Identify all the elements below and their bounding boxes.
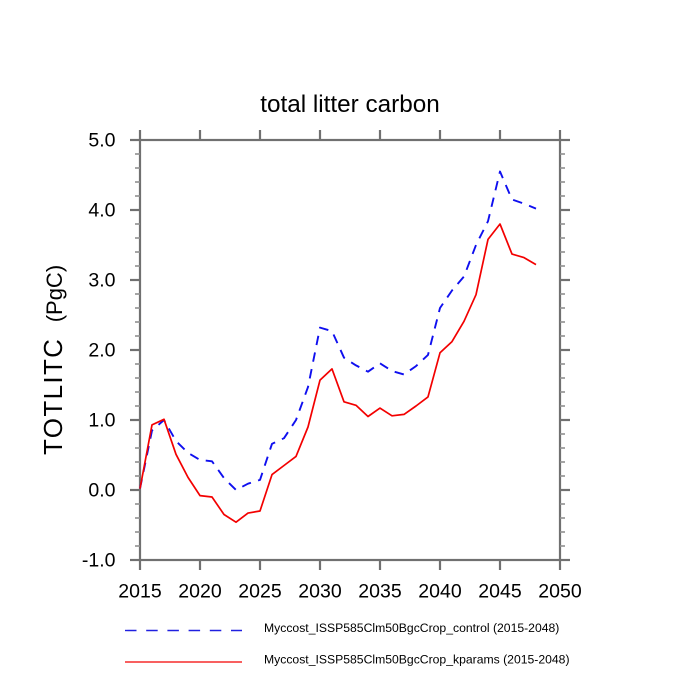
svg-text:3.0: 3.0 [88, 270, 115, 292]
svg-text:0.0: 0.0 [88, 480, 115, 502]
svg-text:4.0: 4.0 [88, 200, 115, 222]
svg-text:2015: 2015 [118, 581, 162, 603]
svg-text:1.0: 1.0 [88, 410, 115, 432]
svg-text:2035: 2035 [358, 581, 402, 603]
svg-text:2050: 2050 [538, 581, 582, 603]
svg-text:TOTLITC: TOTLITC [38, 338, 68, 455]
svg-text:Myccost_ISSP585Clm50BgcCrop_kp: Myccost_ISSP585Clm50BgcCrop_kparams (201… [264, 653, 570, 667]
svg-text:(PgC): (PgC) [42, 265, 67, 322]
svg-text:2045: 2045 [478, 581, 522, 603]
svg-text:Myccost_ISSP585Clm50BgcCrop_co: Myccost_ISSP585Clm50BgcCrop_control (201… [264, 621, 559, 635]
svg-text:total litter carbon: total litter carbon [260, 91, 440, 118]
svg-text:2040: 2040 [418, 581, 462, 603]
svg-text:2025: 2025 [238, 581, 282, 603]
svg-text:-1.0: -1.0 [82, 550, 116, 572]
svg-text:5.0: 5.0 [88, 130, 115, 152]
svg-text:2.0: 2.0 [88, 340, 115, 362]
svg-text:2020: 2020 [178, 581, 222, 603]
svg-text:2030: 2030 [298, 581, 342, 603]
